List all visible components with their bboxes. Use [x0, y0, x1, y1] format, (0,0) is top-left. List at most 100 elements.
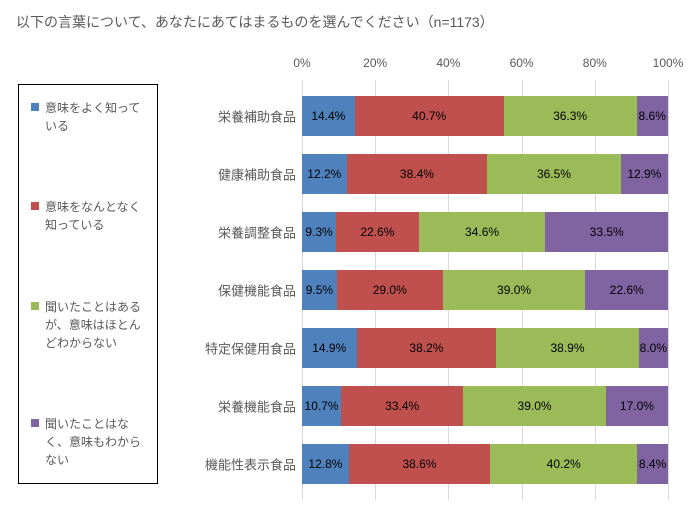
- bar-value-label: 39.0%: [518, 399, 552, 413]
- bar-row: 保健機能食品9.5%29.0%39.0%22.6%: [302, 270, 668, 310]
- bar-value-label: 33.5%: [590, 225, 624, 239]
- bar-row: 栄養補助食品14.4%40.7%36.3%8.6%: [302, 96, 668, 136]
- bar-segment: 38.2%: [357, 328, 497, 368]
- bar-segment: 9.3%: [302, 212, 336, 252]
- bar-value-label: 8.0%: [640, 341, 667, 355]
- bar-value-label: 8.6%: [639, 109, 666, 123]
- stacked-bar: 14.9% 38.2% 38.9% 8.0%: [302, 328, 668, 368]
- bar-value-label: 10.7%: [305, 399, 339, 413]
- bar-value-label: 38.2%: [409, 341, 443, 355]
- bar-row: 栄養調整食品9.3%22.6%34.6%33.5%: [302, 212, 668, 252]
- x-axis-tick-label: 100%: [653, 56, 684, 70]
- bar-segment: 36.3%: [504, 96, 637, 136]
- x-axis-tick-label: 20%: [363, 56, 387, 70]
- stacked-bar: 12.2% 38.4% 36.5% 12.9%: [302, 154, 668, 194]
- bar-segment: 12.2%: [302, 154, 347, 194]
- plot-area: 0%20%40%60%80%100% 栄養補助食品14.4%40.7%36.3%…: [302, 56, 668, 516]
- category-label: 機能性表示食品: [190, 455, 300, 474]
- bar-value-label: 22.6%: [610, 283, 644, 297]
- stacked-bar: 9.5% 29.0% 39.0% 22.6%: [302, 270, 668, 310]
- bar-row: 特定保健用食品14.9%38.2%38.9%8.0%: [302, 328, 668, 368]
- gridline: [668, 80, 669, 500]
- x-axis-labels: 0%20%40%60%80%100%: [302, 56, 668, 80]
- bar-segment: 39.0%: [443, 270, 586, 310]
- bar-segment: 9.5%: [302, 270, 337, 310]
- bar-segment: 38.6%: [349, 444, 490, 484]
- bar-segment: 8.4%: [637, 444, 668, 484]
- bar-row: 機能性表示食品12.8%38.6%40.2%8.4%: [302, 444, 668, 484]
- bar-value-label: 14.4%: [311, 109, 345, 123]
- bar-segment: 38.9%: [496, 328, 638, 368]
- bar-segment: 40.2%: [490, 444, 637, 484]
- bar-segment: 8.0%: [639, 328, 668, 368]
- chart-area: 0%20%40%60%80%100% 栄養補助食品14.4%40.7%36.3%…: [190, 56, 680, 526]
- bar-value-label: 38.4%: [400, 167, 434, 181]
- bar-value-label: 9.3%: [305, 225, 332, 239]
- category-label: 栄養機能食品: [190, 397, 300, 416]
- bar-segment: 33.5%: [545, 212, 668, 252]
- bar-rows: 栄養補助食品14.4%40.7%36.3%8.6%健康補助食品12.2%38.4…: [302, 96, 668, 502]
- bar-segment: 39.0%: [463, 386, 606, 426]
- chart-title: 以下の言葉について、あなたにあてはまるものを選んでください（n=1173）: [0, 0, 700, 32]
- legend-swatch: [31, 302, 39, 310]
- legend-label: 意味をよく知っている: [45, 99, 145, 135]
- bar-value-label: 17.0%: [620, 399, 654, 413]
- content-area: 意味をよく知っている意味をなんとなく知っている聞いたことはあるが、意味はほとんど…: [0, 32, 700, 512]
- legend-item: 意味をよく知っている: [31, 99, 145, 135]
- bar-row: 健康補助食品12.2%38.4%36.5%12.9%: [302, 154, 668, 194]
- legend-label: 意味をなんとなく知っている: [45, 198, 145, 234]
- legend-swatch: [31, 202, 39, 210]
- category-label: 特定保健用食品: [190, 339, 300, 358]
- bar-segment: 14.4%: [302, 96, 355, 136]
- bar-value-label: 12.8%: [308, 457, 342, 471]
- bar-segment: 38.4%: [347, 154, 488, 194]
- bar-segment: 14.9%: [302, 328, 357, 368]
- bar-segment: 22.6%: [336, 212, 419, 252]
- bar-value-label: 12.9%: [627, 167, 661, 181]
- legend-item: 意味をなんとなく知っている: [31, 198, 145, 234]
- bar-segment: 34.6%: [419, 212, 546, 252]
- bar-segment: 17.0%: [606, 386, 668, 426]
- legend-item: 聞いたことはあるが、意味はほとんどわからない: [31, 298, 145, 352]
- bar-segment: 12.8%: [302, 444, 349, 484]
- category-label: 健康補助食品: [190, 165, 300, 184]
- bar-row: 栄養機能食品10.7%33.4%39.0%17.0%: [302, 386, 668, 426]
- x-axis-tick-label: 40%: [436, 56, 460, 70]
- bar-segment: 36.5%: [487, 154, 621, 194]
- stacked-bar: 14.4% 40.7% 36.3% 8.6%: [302, 96, 668, 136]
- bar-segment: 40.7%: [355, 96, 504, 136]
- bar-value-label: 14.9%: [312, 341, 346, 355]
- bar-value-label: 33.4%: [385, 399, 419, 413]
- bar-value-label: 29.0%: [373, 283, 407, 297]
- legend-swatch: [31, 103, 39, 111]
- legend-swatch: [31, 419, 39, 427]
- bar-value-label: 12.2%: [307, 167, 341, 181]
- bar-value-label: 40.2%: [547, 457, 581, 471]
- bar-segment: 33.4%: [341, 386, 463, 426]
- stacked-bar: 10.7% 33.4% 39.0% 17.0%: [302, 386, 668, 426]
- legend-label: 聞いたことはなく、意味もわからない: [45, 415, 145, 469]
- category-label: 栄養補助食品: [190, 107, 300, 126]
- legend-box: 意味をよく知っている意味をなんとなく知っている聞いたことはあるが、意味はほとんど…: [18, 84, 158, 484]
- bar-segment: 22.6%: [585, 270, 668, 310]
- bar-value-label: 40.7%: [412, 109, 446, 123]
- x-axis-tick-label: 0%: [293, 56, 310, 70]
- stacked-bar: 9.3% 22.6% 34.6% 33.5%: [302, 212, 668, 252]
- bar-value-label: 34.6%: [465, 225, 499, 239]
- bar-segment: 29.0%: [337, 270, 443, 310]
- bar-value-label: 38.9%: [550, 341, 584, 355]
- bar-value-label: 36.3%: [553, 109, 587, 123]
- legend-item: 聞いたことはなく、意味もわからない: [31, 415, 145, 469]
- x-axis-tick-label: 60%: [510, 56, 534, 70]
- x-axis-tick-label: 80%: [583, 56, 607, 70]
- stacked-bar: 12.8% 38.6% 40.2% 8.4%: [302, 444, 668, 484]
- bar-value-label: 9.5%: [306, 283, 333, 297]
- bar-value-label: 36.5%: [537, 167, 571, 181]
- bar-value-label: 39.0%: [497, 283, 531, 297]
- bar-value-label: 38.6%: [402, 457, 436, 471]
- bar-segment: 8.6%: [637, 96, 668, 136]
- bar-segment: 12.9%: [621, 154, 668, 194]
- legend-label: 聞いたことはあるが、意味はほとんどわからない: [45, 298, 145, 352]
- category-label: 栄養調整食品: [190, 223, 300, 242]
- bar-value-label: 22.6%: [360, 225, 394, 239]
